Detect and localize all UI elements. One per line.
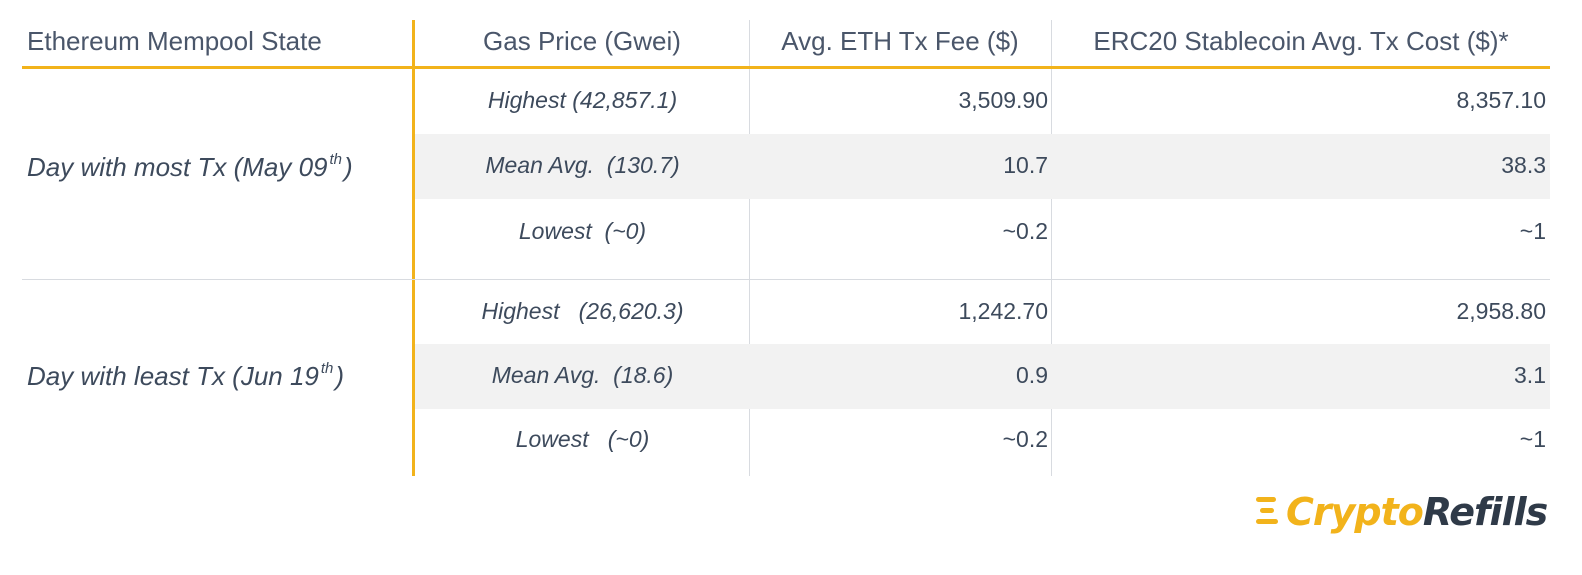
erc20-cost-cell: ~1: [1519, 218, 1546, 244]
eth-fee-cell: 1,242.70: [958, 298, 1048, 324]
header-erc20-tx-cost: ERC20 Stablecoin Avg. Tx Cost ($)*: [1093, 26, 1509, 56]
logo-wordmark: CryptoRefills: [1286, 490, 1548, 534]
table-header: Ethereum Mempool State Gas Price (Gwei) …: [22, 20, 1550, 69]
table-row: Highest (42,857.1) 3,509.90 8,357.10: [415, 69, 1550, 134]
group-label-close: ): [335, 361, 345, 391]
eth-fee-cell: 0.9: [1016, 362, 1048, 388]
eth-fee-cell: 3,509.90: [958, 87, 1048, 113]
group-least-tx: Day with least Tx (Jun 19 th) Highest (26…: [22, 279, 1550, 477]
group-label: Day with most Tx (May 09 th): [27, 151, 353, 183]
group-label-text: Day with least Tx (Jun 19: [27, 361, 319, 391]
mempool-table: Ethereum Mempool State Gas Price (Gwei) …: [22, 20, 1550, 477]
header-mempool-state: Ethereum Mempool State: [27, 26, 322, 56]
group-label-text: Day with most Tx (May 09: [27, 152, 328, 182]
cryptorefills-logo: CryptoRefills: [1256, 488, 1556, 548]
erc20-cost-cell: 2,958.80: [1456, 298, 1546, 324]
header-eth-tx-fee: Avg. ETH Tx Fee ($): [781, 26, 1019, 56]
column-divider: [1051, 20, 1052, 476]
gas-price-cell: Lowest (~0): [515, 426, 650, 452]
eth-fee-cell: 10.7: [1003, 152, 1048, 178]
header-gas-price: Gas Price (Gwei): [483, 26, 681, 56]
column-divider: [749, 20, 750, 476]
erc20-cost-cell: 8,357.10: [1456, 87, 1546, 113]
group-label-suffix: th: [329, 151, 343, 168]
eth-fee-cell: ~0.2: [1002, 218, 1048, 244]
gas-price-cell: Highest (42,857.1): [487, 87, 678, 113]
erc20-cost-cell: 38.3: [1501, 152, 1546, 178]
group-most-tx: Day with most Tx (May 09 th) Highest (42,…: [22, 69, 1550, 279]
table-row: Lowest (~0) ~0.2 ~1: [415, 408, 1550, 473]
erc20-cost-cell: ~1: [1519, 426, 1546, 452]
gas-price-cell: Lowest (~0): [518, 218, 647, 244]
table-row: Mean Avg. (130.7) 10.7 38.3: [415, 134, 1550, 199]
group-label: Day with least Tx (Jun 19 th): [27, 360, 344, 392]
column-divider-gold: [412, 20, 415, 476]
gas-price-cell: Mean Avg. (18.6): [491, 362, 674, 388]
gas-price-cell: Mean Avg. (130.7): [485, 152, 680, 178]
table-row: Highest (26,620.3) 1,242.70 2,958.80: [415, 280, 1550, 345]
erc20-cost-cell: 3.1: [1514, 362, 1546, 388]
table-row: Mean Avg. (18.6) 0.9 3.1: [415, 344, 1550, 409]
gas-price-cell: Highest (26,620.3): [481, 298, 684, 324]
eth-fee-cell: ~0.2: [1002, 426, 1048, 452]
group-label-close: ): [344, 152, 353, 182]
table-row: Lowest (~0) ~0.2 ~1: [415, 200, 1550, 265]
logo-refills: Refills: [1422, 490, 1548, 534]
group-label-suffix: th: [320, 360, 334, 377]
logo-crypto: Crypto: [1286, 490, 1424, 534]
